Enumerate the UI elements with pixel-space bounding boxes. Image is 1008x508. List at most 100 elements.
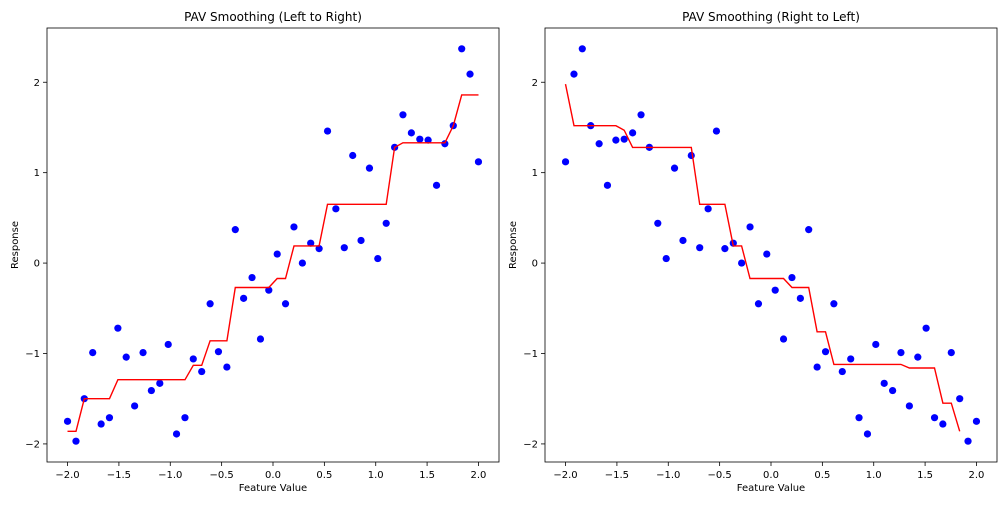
chart-title: PAV Smoothing (Right to Left) (682, 10, 860, 24)
data-point (637, 111, 645, 119)
data-point (964, 437, 972, 445)
data-point (214, 348, 223, 356)
data-point (880, 379, 888, 387)
data-point (181, 414, 189, 422)
data-point (746, 223, 754, 231)
data-point (687, 151, 695, 160)
y-tick-label: 2 (532, 78, 538, 89)
data-point (939, 420, 947, 428)
data-point (863, 430, 872, 438)
data-point (374, 254, 382, 263)
x-tick-label: −1.0 (158, 470, 182, 481)
data-point (63, 417, 72, 425)
data-point (156, 379, 164, 387)
data-point (754, 300, 763, 308)
data-point (738, 259, 746, 267)
data-point (365, 164, 374, 172)
data-point (122, 353, 130, 361)
data-point (424, 136, 432, 144)
data-point (290, 223, 298, 231)
data-point (172, 430, 181, 438)
x-tick-label: 1.0 (368, 470, 384, 481)
data-point (930, 414, 939, 422)
x-axis-label: Feature Value (737, 483, 805, 494)
y-tick-label: −1 (523, 349, 538, 360)
data-point (788, 273, 796, 282)
data-point (441, 140, 449, 148)
data-point (612, 136, 620, 144)
pav-fit-line (67, 94, 479, 432)
data-point (654, 219, 662, 227)
data-point (897, 348, 905, 357)
x-tick-label: 0.0 (265, 470, 281, 481)
x-tick-label: 2.0 (471, 470, 487, 481)
data-point (972, 417, 981, 425)
data-point (139, 348, 147, 357)
data-point (349, 151, 357, 160)
data-point (570, 70, 578, 78)
data-point (256, 335, 265, 343)
data-point (105, 414, 114, 422)
data-point (164, 340, 172, 349)
data-point (914, 353, 922, 361)
y-tick-label: 0 (34, 259, 40, 270)
data-point (273, 250, 281, 258)
data-point (796, 294, 804, 302)
data-point (248, 273, 256, 282)
data-point (147, 386, 155, 395)
x-tick-label: −1.0 (656, 470, 680, 481)
data-point (830, 300, 838, 308)
data-point (458, 45, 466, 53)
y-axis-label: Response (10, 221, 21, 269)
data-point (947, 348, 955, 357)
data-point (670, 164, 679, 172)
x-tick-label: 1.5 (419, 470, 435, 481)
pav-fit-line (564, 83, 961, 432)
y-tick-label: 0 (532, 259, 538, 270)
data-point (407, 129, 415, 137)
y-tick-label: −2 (25, 439, 40, 450)
data-point (265, 286, 273, 294)
data-point (763, 250, 771, 258)
data-point (779, 335, 788, 343)
data-point (382, 219, 390, 227)
data-point (89, 348, 97, 357)
y-tick-label: 1 (532, 168, 538, 179)
y-tick-label: 2 (34, 78, 40, 89)
data-point (131, 402, 139, 410)
data-point (114, 324, 122, 332)
data-point (872, 340, 880, 349)
chart-title: PAV Smoothing (Left to Right) (184, 10, 362, 24)
data-point (771, 286, 779, 294)
data-point (281, 300, 290, 308)
data-point (357, 236, 365, 245)
data-point (922, 324, 930, 332)
x-tick-label: −0.5 (707, 470, 731, 481)
data-point (474, 158, 483, 166)
data-point (956, 395, 964, 403)
x-tick-label: 1.0 (866, 470, 882, 481)
x-tick-label: −2.0 (55, 470, 79, 481)
left-chart-panel: PAV Smoothing (Left to Right) Feature Va… (10, 10, 500, 494)
data-point (97, 420, 105, 428)
data-point (712, 127, 721, 135)
data-point (813, 363, 821, 371)
x-tick-label: −1.5 (107, 470, 131, 481)
data-point (704, 205, 712, 213)
data-point (198, 367, 206, 376)
data-point (603, 181, 612, 189)
data-point (240, 294, 248, 302)
data-point (629, 129, 637, 137)
data-point (231, 226, 239, 234)
data-point (905, 402, 913, 410)
data-point (561, 158, 570, 166)
x-tick-label: 1.5 (917, 470, 933, 481)
x-tick-label: 0.5 (814, 470, 830, 481)
data-point (662, 254, 670, 263)
x-tick-label: 2.0 (969, 470, 985, 481)
data-point (307, 239, 315, 247)
data-point (323, 127, 332, 135)
y-tick-label: 1 (34, 168, 40, 179)
